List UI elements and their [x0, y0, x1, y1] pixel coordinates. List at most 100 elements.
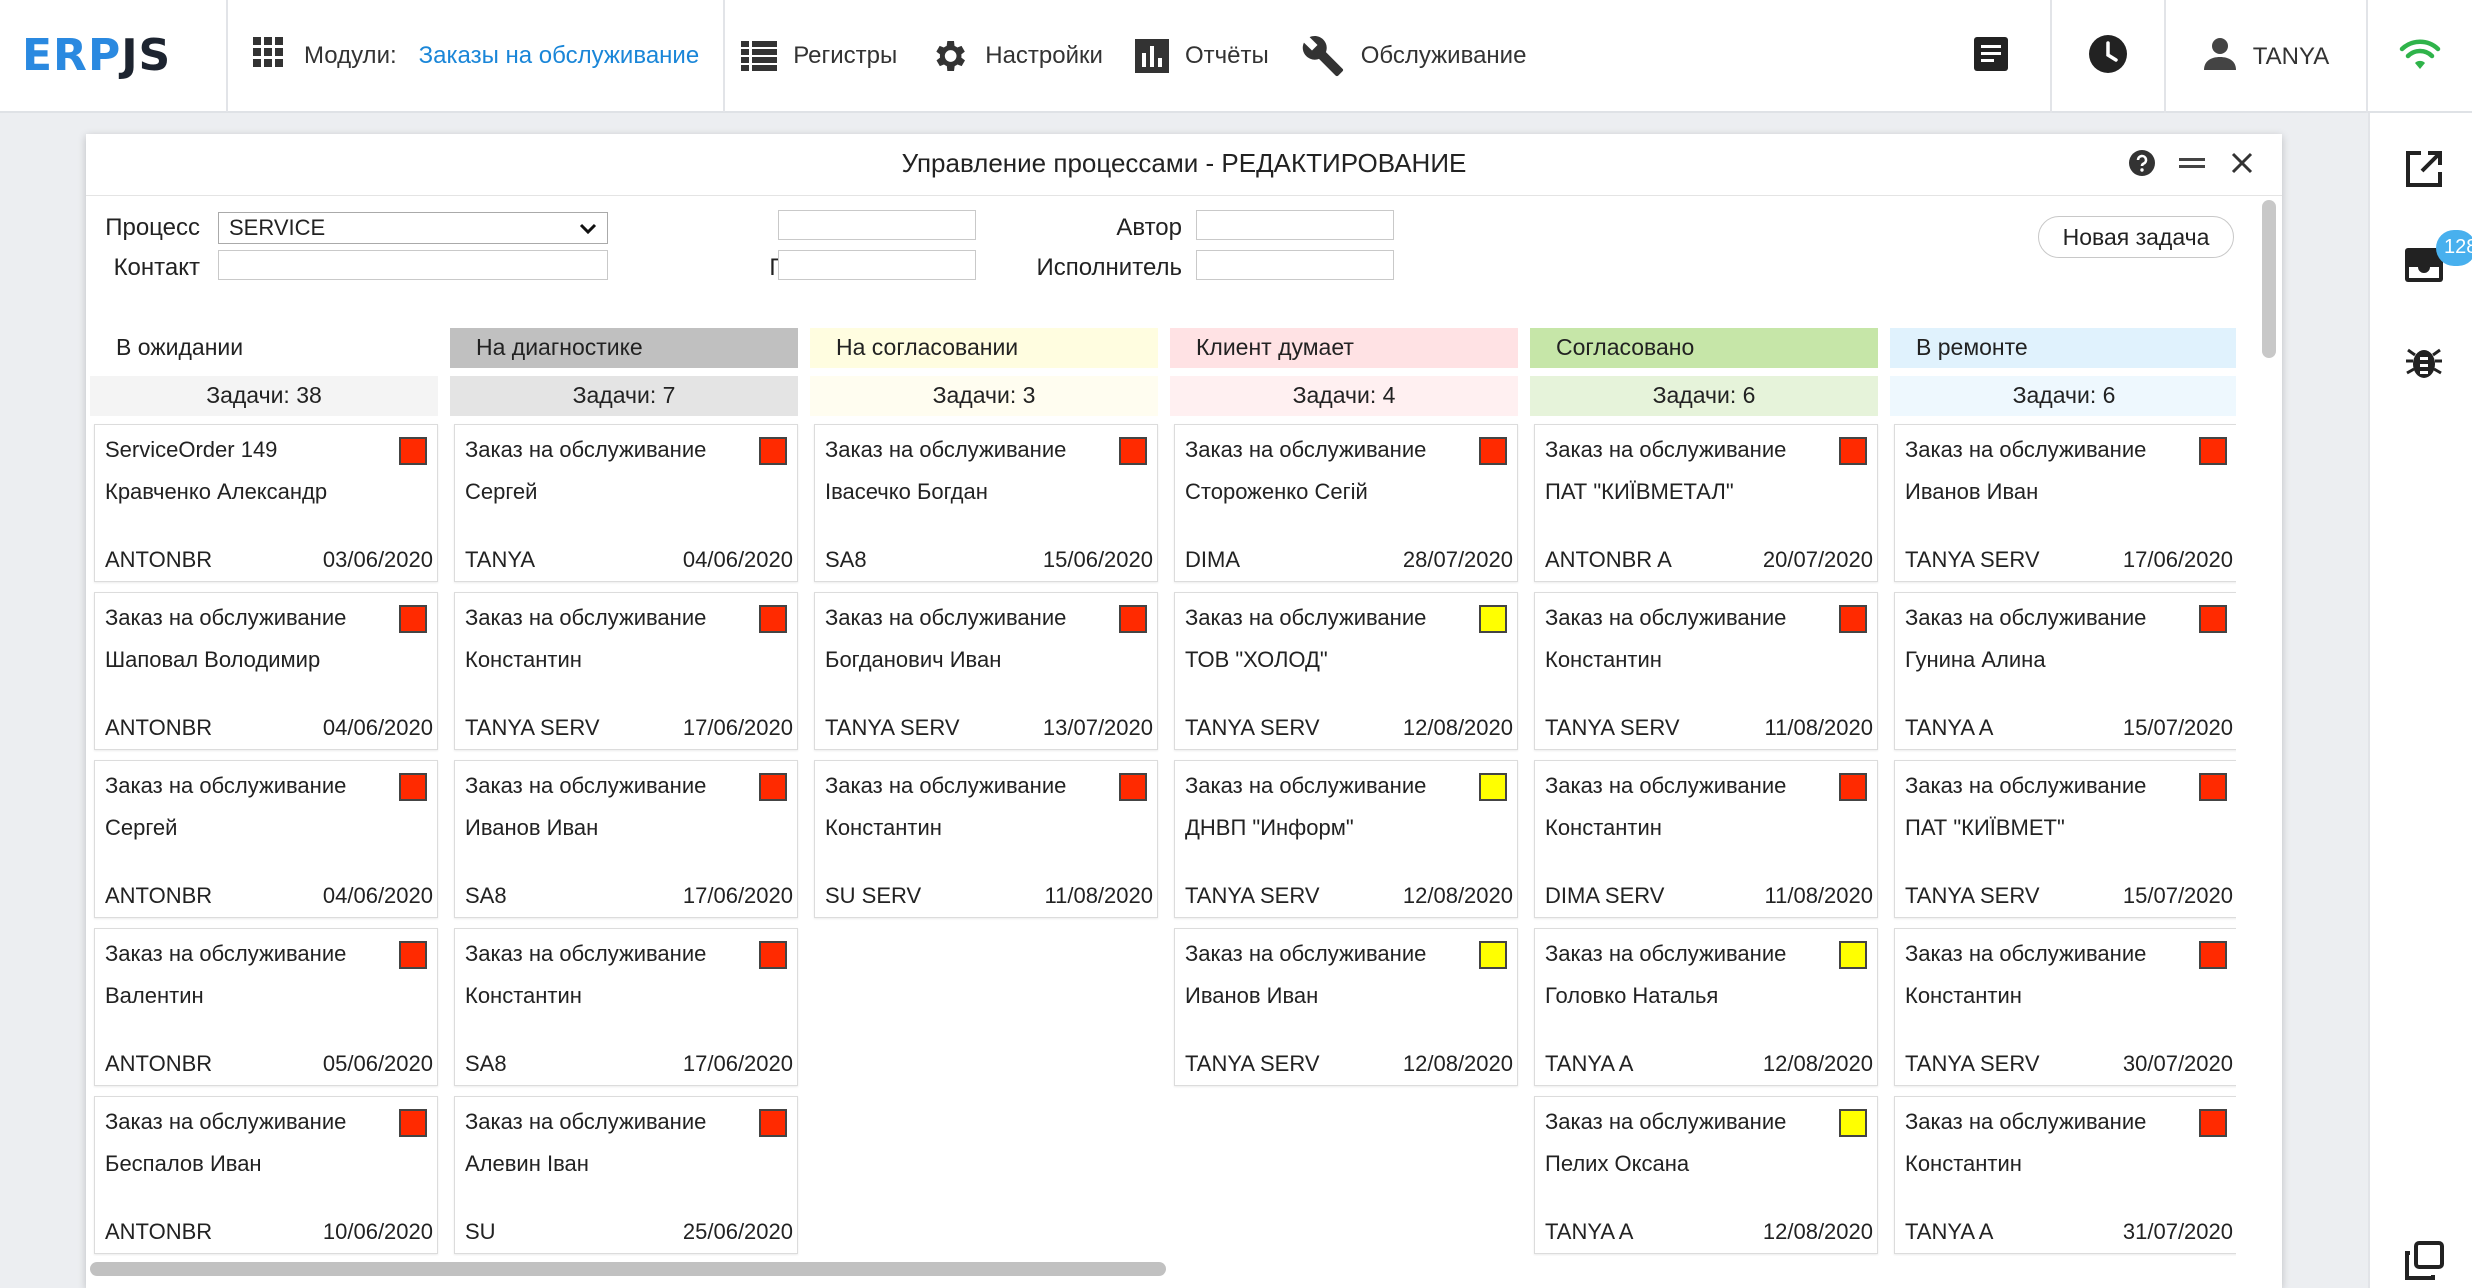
user-menu[interactable]: TANYA	[2164, 0, 2366, 113]
current-module-link[interactable]: Заказы на обслуживание	[418, 41, 700, 69]
task-card[interactable]: Заказ на обслуживание Константин TANYA SER…	[1894, 928, 2236, 1086]
task-title: Заказ на обслуживание	[105, 605, 347, 630]
task-title: Заказ на обслуживание	[105, 773, 347, 798]
task-card[interactable]: Заказ на обслуживание Гунина Алина TANYA A…	[1894, 592, 2236, 750]
modules-switcher[interactable]: Модули: Заказы на обслуживание	[228, 0, 726, 112]
task-card[interactable]: Заказ на обслуживание Сергей ANTONBR 04/06/…	[94, 760, 438, 918]
task-contact: Иванов Иван	[1905, 479, 2039, 504]
task-contact: Сергей	[105, 815, 178, 840]
vertical-scrollbar[interactable]	[2262, 200, 2276, 358]
task-title: Заказ на обслуживание	[1905, 605, 2147, 630]
process-select[interactable]: SERVICE	[218, 212, 608, 244]
task-card[interactable]: Заказ на обслуживание Константин TANYA A 31…	[1894, 1096, 2236, 1254]
inbox-icon	[2404, 245, 2444, 290]
kanban-board: В ожидании Задачи: 38 ServiceOrder 149 Крав…	[86, 326, 2236, 1256]
task-date: 11/08/2020	[1044, 883, 1153, 908]
executor-field[interactable]	[1196, 250, 1394, 280]
task-assignee: TANYA A	[1905, 1219, 1994, 1244]
task-title: Заказ на обслуживание	[825, 773, 1067, 798]
task-card[interactable]: Заказ на обслуживание Головко Наталья TANY…	[1534, 928, 1878, 1086]
nav-settings[interactable]: Настройки	[913, 0, 1119, 112]
topbar-right: TANYA	[1932, 0, 2472, 113]
task-assignee: SA8	[465, 1051, 507, 1076]
task-card[interactable]: Заказ на обслуживание Константин TANYA SER…	[1534, 592, 1878, 750]
task-card[interactable]: Заказ на обслуживание Валентин ANTONBR 05/0…	[94, 928, 438, 1086]
date-from-field[interactable]	[778, 210, 976, 240]
history-button[interactable]	[2050, 0, 2164, 113]
inbox-badge: 128	[2436, 230, 2472, 266]
dialog-controls	[2128, 148, 2256, 178]
column-header: В ожидании	[90, 328, 438, 368]
priority-flag	[759, 605, 787, 633]
task-card[interactable]: ServiceOrder 149 Кравченко Александр ANTON…	[94, 424, 438, 582]
task-card[interactable]: Заказ на обслуживание Иванов Иван TANYA SE…	[1174, 928, 1518, 1086]
task-assignee: TANYA SERV	[1905, 547, 2040, 572]
inbox-button[interactable]	[2404, 247, 2444, 287]
nav-reports[interactable]: Отчёты	[1119, 0, 1285, 112]
task-card[interactable]: Заказ на обслуживание Иванов Иван SA8 17/06…	[454, 760, 798, 918]
task-card[interactable]: Заказ на обслуживание ПАТ "КИЇВМЕТ" TANYA …	[1894, 760, 2236, 918]
minimize-icon[interactable]	[2178, 148, 2206, 178]
nav-service[interactable]: Обслуживание	[1285, 0, 1543, 112]
task-contact: Гунина Алина	[1905, 647, 2046, 672]
task-date: 17/06/2020	[682, 715, 793, 740]
apps-grid-icon[interactable]	[252, 36, 284, 75]
contact-field[interactable]	[218, 250, 608, 280]
task-card[interactable]: Заказ на обслуживание Беспалов Иван ANTONB…	[94, 1096, 438, 1254]
task-title: Заказ на обслуживание	[825, 437, 1067, 462]
column-task-count: Задачи: 6	[1530, 376, 1878, 416]
task-title: Заказ на обслуживание	[1905, 437, 2147, 462]
task-card[interactable]: Заказ на обслуживание Константин TANYA SER…	[454, 592, 798, 750]
date-to-field[interactable]	[778, 250, 976, 280]
filter-panel: Процесс SERVICE Контакт С По Автор Испол…	[86, 210, 2282, 334]
task-contact: Константин	[465, 647, 582, 672]
task-card[interactable]: Заказ на обслуживание Пелих Оксана TANYA A…	[1534, 1096, 1878, 1254]
task-card[interactable]: Заказ на обслуживание Стороженко Сегій DIM…	[1174, 424, 1518, 582]
app-logo[interactable]: ERP JS	[0, 0, 228, 112]
priority-flag	[1479, 437, 1507, 465]
task-card[interactable]: Заказ на обслуживание Константин SU SERV 11…	[814, 760, 1158, 918]
task-assignee: SU SERV	[825, 883, 922, 908]
task-card[interactable]: Заказ на обслуживание Константин SA8 17/06/…	[454, 928, 798, 1086]
notes-button[interactable]	[1932, 0, 2050, 113]
new-task-button[interactable]: Новая задача	[2038, 216, 2234, 258]
task-title: Заказ на обслуживание	[1905, 1109, 2147, 1134]
task-card[interactable]: Заказ на обслуживание Сергей TANYA 04/06/20…	[454, 424, 798, 582]
priority-flag	[399, 941, 427, 969]
task-title: Заказ на обслуживание	[1545, 1109, 1787, 1134]
horizontal-scrollbar[interactable]	[90, 1262, 1166, 1276]
bug-report-button[interactable]	[2404, 343, 2444, 383]
author-field[interactable]	[1196, 210, 1394, 240]
board-column: На диагностике Задачи: 7 Заказ на обслужив…	[446, 326, 798, 1256]
board-column: На согласовании Задачи: 3 Заказ на обслужи…	[806, 326, 1158, 1256]
task-card[interactable]: Заказ на обслуживание Иванов Иван TANYA SE…	[1894, 424, 2236, 582]
task-card[interactable]: Заказ на обслуживание Алевин Іван SU 25/06/…	[454, 1096, 798, 1254]
task-card[interactable]: Заказ на обслуживание Богданович Иван TANY…	[814, 592, 1158, 750]
task-date: 15/07/2020	[2122, 883, 2233, 908]
task-assignee: SA8	[465, 883, 507, 908]
task-contact: Івасечко Богдан	[825, 479, 988, 504]
task-contact: Константин	[1905, 1151, 2022, 1176]
connection-status[interactable]	[2366, 0, 2472, 113]
task-contact: Константин	[1545, 815, 1662, 840]
task-assignee: TANYA SERV	[1185, 883, 1320, 908]
nav-registers[interactable]: Регистры	[725, 0, 913, 112]
modules-label: Модули:	[304, 41, 397, 69]
task-date: 03/06/2020	[322, 547, 433, 572]
task-card[interactable]: Заказ на обслуживание ДНВП "Информ" TANYA …	[1174, 760, 1518, 918]
column-header: Согласовано	[1530, 328, 1878, 368]
windows-button[interactable]	[2404, 1240, 2444, 1283]
task-date: 04/06/2020	[682, 547, 793, 572]
priority-flag	[399, 773, 427, 801]
priority-flag	[759, 1109, 787, 1137]
priority-flag	[759, 437, 787, 465]
task-assignee: TANYA SERV	[1545, 715, 1680, 740]
close-icon[interactable]	[2228, 148, 2256, 178]
task-card[interactable]: Заказ на обслуживание Шаповал Володимир AN…	[94, 592, 438, 750]
open-external-button[interactable]	[2404, 150, 2444, 191]
help-icon[interactable]	[2128, 148, 2156, 178]
task-card[interactable]: Заказ на обслуживание Константин DIMA SERV…	[1534, 760, 1878, 918]
task-card[interactable]: Заказ на обслуживание ПАТ "КИЇВМЕТАЛ" ANTO…	[1534, 424, 1878, 582]
task-card[interactable]: Заказ на обслуживание ТОВ "ХОЛОД" TANYA SE…	[1174, 592, 1518, 750]
task-card[interactable]: Заказ на обслуживание Івасечко Богдан SA8 1…	[814, 424, 1158, 582]
